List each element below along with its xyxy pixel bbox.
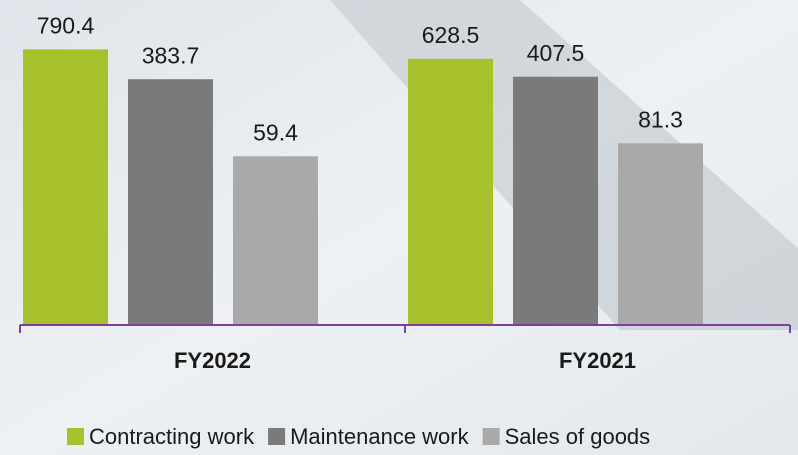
x-tick-label: FY2021	[559, 348, 636, 373]
bar	[128, 79, 213, 325]
bar	[513, 76, 598, 325]
bar	[23, 49, 108, 326]
legend-swatch	[482, 428, 500, 445]
value-label: 790.4	[37, 12, 95, 38]
bar	[618, 143, 703, 325]
value-label: 383.7	[142, 42, 200, 68]
value-label: 59.4	[253, 119, 298, 145]
value-label: 407.5	[527, 40, 585, 66]
legend-label: Sales of goods	[505, 424, 651, 449]
x-tick-label: FY2022	[174, 348, 251, 373]
bar	[233, 156, 318, 325]
legend-swatch	[67, 428, 84, 445]
value-label: 628.5	[422, 22, 480, 48]
legend-label: Contracting work	[89, 424, 255, 449]
legend-swatch	[268, 428, 286, 445]
legend-label: Maintenance work	[290, 424, 470, 449]
bar	[408, 58, 493, 325]
value-label: 81.3	[638, 106, 683, 132]
